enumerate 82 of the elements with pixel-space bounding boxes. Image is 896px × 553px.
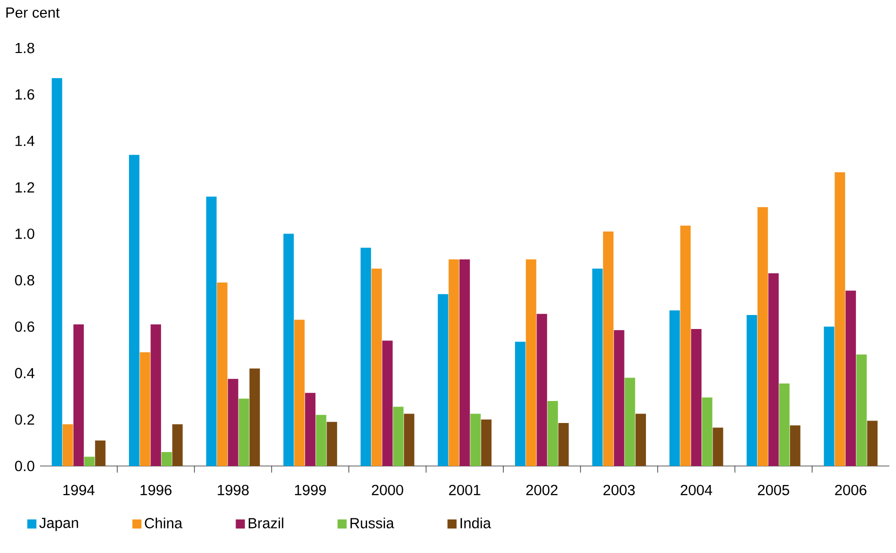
bar bbox=[305, 392, 316, 466]
x-tick-label: 2004 bbox=[680, 484, 712, 496]
bar bbox=[438, 294, 448, 466]
x-tick-label: 1996 bbox=[140, 484, 172, 496]
legend-label: Japan bbox=[39, 518, 78, 531]
bar bbox=[824, 326, 834, 466]
bar bbox=[669, 310, 680, 466]
bar bbox=[73, 324, 84, 466]
bar bbox=[691, 328, 702, 466]
bar bbox=[790, 425, 800, 466]
bar bbox=[283, 234, 294, 466]
bar bbox=[316, 414, 326, 466]
x-tick-label: 2005 bbox=[758, 484, 790, 496]
bar bbox=[867, 420, 878, 466]
bar bbox=[757, 207, 768, 466]
bar bbox=[95, 440, 106, 466]
bar bbox=[702, 397, 712, 466]
bar bbox=[547, 400, 558, 466]
bar bbox=[592, 268, 603, 466]
legend-label: India bbox=[460, 518, 492, 528]
y-axis-title: Per cent bbox=[6, 8, 60, 18]
x-tick-label: 2006 bbox=[835, 484, 866, 496]
x-tick-label: 1994 bbox=[63, 484, 94, 496]
bar bbox=[249, 368, 260, 466]
x-tick-label: 2002 bbox=[526, 484, 558, 496]
legend-label: Russia bbox=[350, 518, 394, 528]
bar bbox=[140, 352, 150, 466]
bar bbox=[856, 354, 867, 466]
y-tick-label: 1.2 bbox=[16, 182, 34, 192]
bar bbox=[470, 414, 481, 466]
bar bbox=[448, 259, 460, 466]
bar bbox=[217, 282, 228, 466]
bar bbox=[846, 290, 856, 466]
y-tick-label: 1.0 bbox=[16, 228, 34, 239]
bar bbox=[636, 414, 646, 466]
bar bbox=[62, 424, 74, 466]
bar bbox=[360, 248, 372, 466]
bar bbox=[404, 414, 414, 466]
bar bbox=[172, 424, 183, 466]
y-tick-label: 1.8 bbox=[16, 42, 34, 54]
y-tick-label: 0.2 bbox=[15, 414, 34, 425]
x-tick-label: 1998 bbox=[218, 484, 249, 496]
bar bbox=[382, 340, 393, 466]
y-tick-label: 0.0 bbox=[15, 460, 34, 472]
bar bbox=[52, 78, 62, 466]
bar bbox=[680, 226, 691, 466]
bar bbox=[84, 456, 95, 466]
bar bbox=[558, 423, 569, 466]
bar bbox=[624, 378, 636, 466]
bar bbox=[150, 324, 162, 466]
bar bbox=[614, 330, 624, 466]
y-tick-label: 0.8 bbox=[15, 275, 34, 286]
bar bbox=[746, 315, 758, 466]
bar bbox=[326, 422, 338, 466]
bar bbox=[161, 452, 172, 466]
x-tick-label: 2001 bbox=[449, 484, 480, 496]
bar bbox=[603, 231, 614, 466]
bar bbox=[238, 398, 250, 466]
bar bbox=[526, 259, 536, 466]
bar bbox=[515, 342, 526, 466]
bar bbox=[481, 420, 492, 466]
y-tick-label: 1.4 bbox=[16, 136, 34, 146]
y-tick-label: 0.4 bbox=[15, 368, 34, 378]
bar bbox=[459, 259, 470, 466]
legend-label: China bbox=[144, 518, 182, 528]
x-tick-label: 2003 bbox=[604, 484, 635, 496]
bar bbox=[834, 172, 846, 466]
bar bbox=[536, 314, 548, 466]
bar bbox=[128, 154, 140, 466]
x-tick-label: 1999 bbox=[295, 484, 326, 496]
bar bbox=[779, 384, 790, 466]
x-tick-label: 2000 bbox=[372, 484, 404, 496]
y-tick-label: 1.6 bbox=[16, 89, 34, 100]
bar bbox=[393, 406, 404, 466]
bar bbox=[294, 320, 305, 466]
bar bbox=[712, 428, 724, 466]
bar bbox=[371, 268, 382, 466]
y-tick-label: 0.6 bbox=[15, 321, 34, 332]
bar bbox=[768, 273, 779, 466]
legend-label: Brazil bbox=[248, 518, 284, 528]
bar bbox=[206, 196, 217, 466]
bar bbox=[228, 378, 238, 466]
